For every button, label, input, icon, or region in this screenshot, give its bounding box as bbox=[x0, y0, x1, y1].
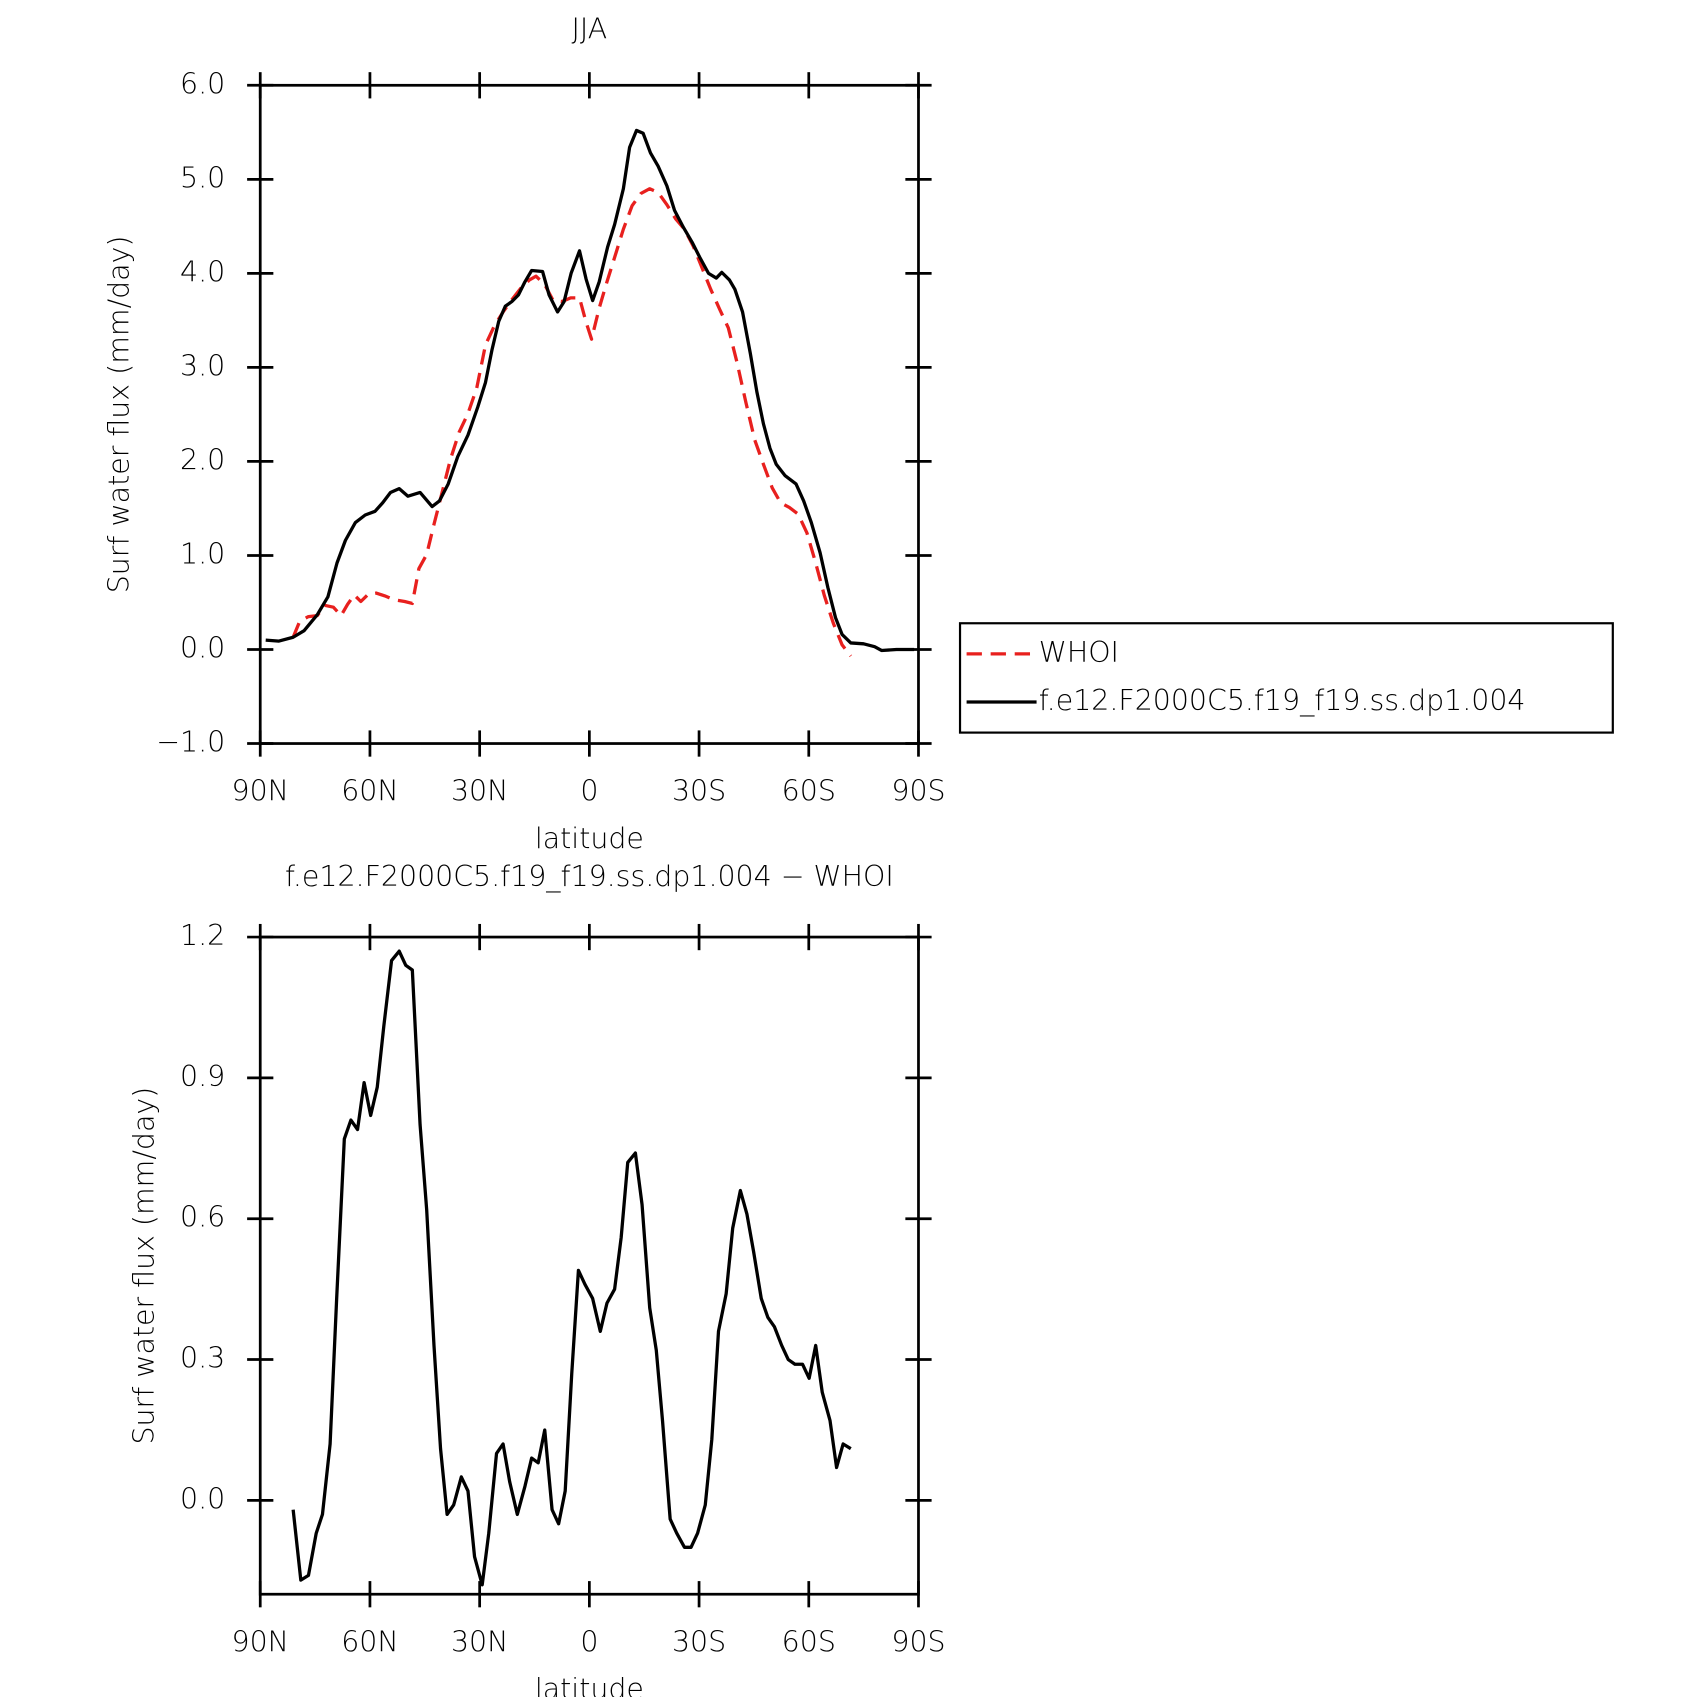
y-tick-label: 0.0 bbox=[180, 1482, 225, 1515]
y-tick-label: 2.0 bbox=[180, 443, 225, 476]
legend-box bbox=[958, 622, 1614, 734]
x-tick-label: 30N bbox=[451, 1625, 508, 1658]
plot-frame bbox=[258, 935, 920, 1596]
chart-title: f.e12.F2000C5.f19_f19.ss.dp1.004 − WHOI bbox=[285, 860, 894, 894]
x-tick-label: 60S bbox=[782, 1625, 836, 1658]
y-tick-label: 0.3 bbox=[180, 1342, 225, 1375]
plot-frame bbox=[258, 83, 920, 745]
y-tick-label: 0.6 bbox=[180, 1201, 225, 1234]
y-tick-label: 1.0 bbox=[180, 537, 225, 570]
x-tick-label: 90N bbox=[232, 1625, 289, 1658]
x-tick-label: 60N bbox=[341, 1625, 398, 1658]
data-line bbox=[291, 187, 853, 658]
y-tick-label: 5.0 bbox=[180, 161, 225, 194]
chart: f.e12.F2000C5.f19_f19.ss.dp1.004 − WHOI l… bbox=[127, 860, 945, 1697]
x-tick-label: 30N bbox=[451, 775, 508, 808]
x-tick-label: 90S bbox=[891, 775, 945, 808]
y-tick-label: 3.0 bbox=[180, 349, 225, 382]
legend-label: WHOI bbox=[1039, 636, 1119, 669]
chart: JJA latitude Surf water flux (mm/day) −1.0 0… bbox=[102, 13, 1614, 855]
data-line bbox=[291, 949, 852, 1587]
y-tick-label: 4.0 bbox=[180, 255, 225, 288]
x-tick-label: 0 bbox=[580, 1625, 598, 1658]
x-axis-label: latitude bbox=[535, 822, 644, 855]
x-tick-label: 60S bbox=[782, 775, 836, 808]
y-axis-label: Surf water flux (mm/day) bbox=[102, 236, 135, 594]
x-axis-label: latitude bbox=[535, 1672, 644, 1697]
y-tick-label: 6.0 bbox=[180, 67, 225, 100]
y-tick-label: 1.2 bbox=[180, 919, 225, 952]
y-tick-label: −1.0 bbox=[156, 726, 225, 759]
y-tick-label: 0.0 bbox=[180, 631, 225, 664]
x-tick-label: 90S bbox=[891, 1625, 945, 1658]
y-axis-label: Surf water flux (mm/day) bbox=[127, 1087, 160, 1445]
legend-label: f.e12.F2000C5.f19_f19.ss.dp1.004 bbox=[1039, 684, 1526, 718]
x-tick-label: 30S bbox=[672, 775, 726, 808]
x-tick-label: 30S bbox=[672, 1625, 726, 1658]
y-tick-label: 0.9 bbox=[180, 1060, 225, 1093]
x-tick-label: 0 bbox=[580, 775, 598, 808]
x-tick-label: 60N bbox=[341, 775, 398, 808]
data-line bbox=[265, 128, 915, 653]
x-tick-label: 90N bbox=[232, 775, 289, 808]
chart-title: JJA bbox=[572, 13, 608, 46]
